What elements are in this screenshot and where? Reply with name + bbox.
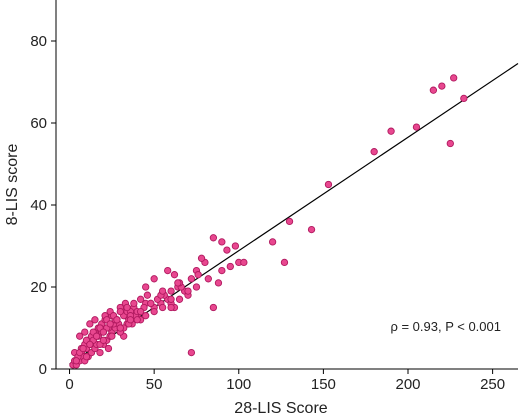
data-point	[370, 148, 378, 156]
data-point	[147, 299, 155, 308]
data-point	[158, 287, 167, 295]
data-point	[167, 303, 175, 312]
data-point	[429, 86, 438, 94]
x-tick-label: 50	[146, 376, 163, 393]
data-point	[324, 180, 333, 189]
data-point	[268, 238, 277, 246]
data-point	[174, 279, 182, 287]
data-point	[92, 332, 101, 340]
data-point	[209, 303, 218, 312]
ticks: 0 50 100 150 200 250 0 20 40 60 80	[30, 33, 505, 393]
y-tick-label: 60	[30, 115, 47, 132]
data-point	[79, 344, 87, 353]
data-point	[187, 275, 196, 283]
y-tick-label: 0	[39, 361, 47, 378]
x-axis-title: 28-LIS Score	[234, 400, 327, 417]
data-point	[218, 238, 226, 246]
y-tick-label: 40	[30, 197, 47, 214]
data-point	[218, 266, 226, 275]
data-point	[72, 357, 80, 365]
x-tick-label: 250	[480, 376, 505, 393]
data-point	[167, 295, 175, 303]
data-point	[126, 316, 135, 324]
data-point	[142, 312, 150, 320]
plot-area	[69, 63, 519, 369]
data-point	[150, 275, 158, 283]
data-point	[106, 320, 114, 328]
data-point	[133, 316, 141, 324]
x-tick-label: 150	[311, 376, 336, 393]
data-point	[116, 324, 124, 332]
data-point	[214, 279, 223, 287]
data-point	[96, 348, 104, 357]
data-point	[170, 271, 179, 279]
data-point	[113, 316, 121, 324]
data-point	[143, 291, 152, 299]
data-point	[450, 74, 458, 82]
data-point	[192, 283, 201, 291]
correlation-annotation: ρ = 0.93, P < 0.001	[390, 319, 501, 334]
data-point	[187, 348, 196, 357]
data-point	[231, 242, 240, 250]
data-point	[91, 316, 99, 324]
data-point	[150, 307, 158, 316]
data-point	[204, 275, 212, 283]
data-point	[164, 266, 172, 275]
data-point	[184, 287, 192, 295]
data-point	[167, 287, 175, 295]
data-point	[446, 139, 454, 148]
y-tick-label: 80	[30, 33, 47, 50]
data-point	[123, 303, 131, 312]
axes	[55, 0, 518, 370]
data-point	[438, 82, 446, 90]
data-point	[158, 303, 167, 312]
data-point	[387, 127, 395, 135]
data-point	[86, 340, 94, 349]
data-point	[81, 328, 89, 336]
data-point	[307, 225, 316, 234]
x-tick-label: 100	[226, 376, 251, 393]
x-tick-label: 0	[65, 376, 73, 393]
data-point	[99, 336, 108, 344]
data-point	[99, 328, 108, 336]
data-point	[197, 254, 206, 262]
data-point	[136, 295, 145, 303]
data-point	[285, 217, 294, 226]
data-point	[194, 271, 202, 279]
data-point	[136, 307, 145, 316]
data-point	[226, 262, 234, 271]
data-point	[412, 123, 421, 131]
data-point	[82, 353, 91, 361]
data-point	[280, 258, 289, 267]
data-point	[108, 332, 116, 340]
data-point	[223, 246, 231, 254]
data-point	[76, 332, 84, 340]
data-point	[104, 344, 113, 353]
data-point	[130, 299, 138, 308]
y-axis-title: 8-LIS score	[4, 143, 21, 225]
data-point	[116, 307, 124, 316]
y-tick-label: 20	[30, 279, 47, 296]
x-tick-label: 200	[395, 376, 420, 393]
data-point	[86, 320, 94, 328]
data-point	[460, 94, 468, 103]
data-point	[175, 295, 184, 303]
data-point	[240, 258, 248, 267]
data-point	[209, 234, 218, 242]
data-point	[142, 283, 150, 291]
